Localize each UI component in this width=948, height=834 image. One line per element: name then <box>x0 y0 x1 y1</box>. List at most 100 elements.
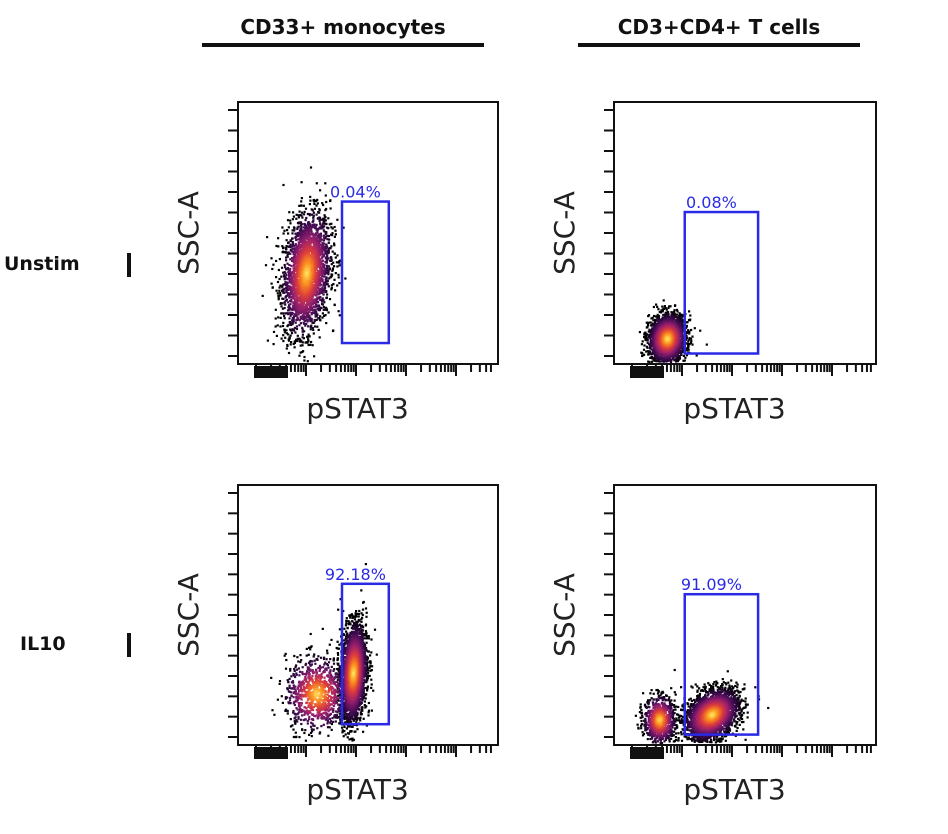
event-point <box>687 345 690 348</box>
event-point <box>323 216 327 219</box>
event-point <box>646 339 649 342</box>
event-point <box>288 263 291 267</box>
event-point <box>319 222 322 225</box>
event-point <box>658 310 661 314</box>
event-point <box>330 233 333 236</box>
event-point <box>277 268 280 272</box>
event-point <box>297 284 300 287</box>
event-point <box>362 717 365 720</box>
event-point <box>283 328 286 331</box>
event-point <box>298 296 301 299</box>
event-point <box>336 218 339 221</box>
event-point <box>293 286 296 289</box>
event-point <box>310 307 313 310</box>
event-point <box>661 356 664 359</box>
event-point <box>336 284 339 287</box>
event-point <box>328 277 331 280</box>
event-point <box>677 331 680 334</box>
event-point <box>322 266 325 269</box>
event-point <box>317 211 320 214</box>
event-point <box>286 267 290 270</box>
event-point <box>283 263 286 267</box>
event-point <box>290 240 293 243</box>
event-point <box>324 252 327 255</box>
event-point <box>310 241 313 244</box>
event-point <box>286 219 290 222</box>
event-point <box>300 303 303 306</box>
event-point <box>677 358 680 362</box>
event-point <box>271 286 274 289</box>
event-point <box>292 318 295 321</box>
event-point <box>680 345 683 348</box>
event-point <box>312 280 315 283</box>
event-point <box>676 355 679 358</box>
gate-rectangle <box>683 210 760 355</box>
event-point <box>294 244 297 247</box>
event-point <box>309 343 312 346</box>
event-point <box>681 341 684 344</box>
event-point <box>281 302 284 305</box>
event-point <box>288 296 291 299</box>
event-point <box>676 310 679 313</box>
event-point <box>660 309 663 312</box>
event-point <box>655 303 658 306</box>
event-point <box>663 314 666 317</box>
event-point <box>350 737 353 741</box>
event-point <box>299 300 302 303</box>
event-point <box>676 321 679 324</box>
event-point <box>321 243 324 246</box>
event-point <box>302 233 306 237</box>
event-point <box>673 304 677 307</box>
event-point <box>304 219 307 222</box>
event-point <box>309 319 312 322</box>
event-point <box>297 238 300 241</box>
event-point <box>314 247 317 250</box>
column-rule-monocytes <box>202 43 484 47</box>
event-point <box>322 229 325 232</box>
event-point <box>652 329 655 332</box>
event-point <box>324 236 327 239</box>
event-point <box>325 252 328 256</box>
event-point <box>301 216 304 219</box>
event-point <box>689 314 692 317</box>
event-point <box>657 308 660 311</box>
event-point <box>337 310 340 313</box>
event-point <box>649 350 652 354</box>
event-point <box>273 713 276 716</box>
event-point <box>292 261 295 264</box>
event-point <box>328 238 331 241</box>
event-point <box>331 232 334 235</box>
event-point <box>656 305 659 308</box>
event-point <box>298 310 301 313</box>
event-point <box>322 299 325 302</box>
event-point <box>330 226 333 229</box>
event-point <box>693 327 696 330</box>
event-point <box>291 259 294 262</box>
gate-percentage: 0.04% <box>330 183 381 202</box>
event-point <box>362 601 365 604</box>
event-point <box>297 306 300 309</box>
event-point <box>315 301 318 304</box>
event-point <box>303 359 306 362</box>
event-point <box>307 313 310 316</box>
event-point <box>317 328 320 331</box>
event-point <box>287 226 290 229</box>
row-tick-il10 <box>127 633 131 657</box>
event-point <box>281 266 284 269</box>
event-point <box>320 270 323 273</box>
event-point <box>331 227 334 230</box>
event-point <box>344 277 347 280</box>
event-point <box>669 354 672 357</box>
event-point <box>300 204 303 207</box>
event-point <box>292 244 295 248</box>
event-point <box>306 293 309 296</box>
event-point <box>654 320 657 324</box>
event-point <box>322 203 325 207</box>
event-point <box>308 271 311 274</box>
event-point <box>329 199 332 203</box>
event-point <box>299 232 302 235</box>
event-point <box>320 291 323 294</box>
event-point <box>686 321 689 324</box>
event-point <box>642 348 646 351</box>
event-point <box>326 293 329 296</box>
